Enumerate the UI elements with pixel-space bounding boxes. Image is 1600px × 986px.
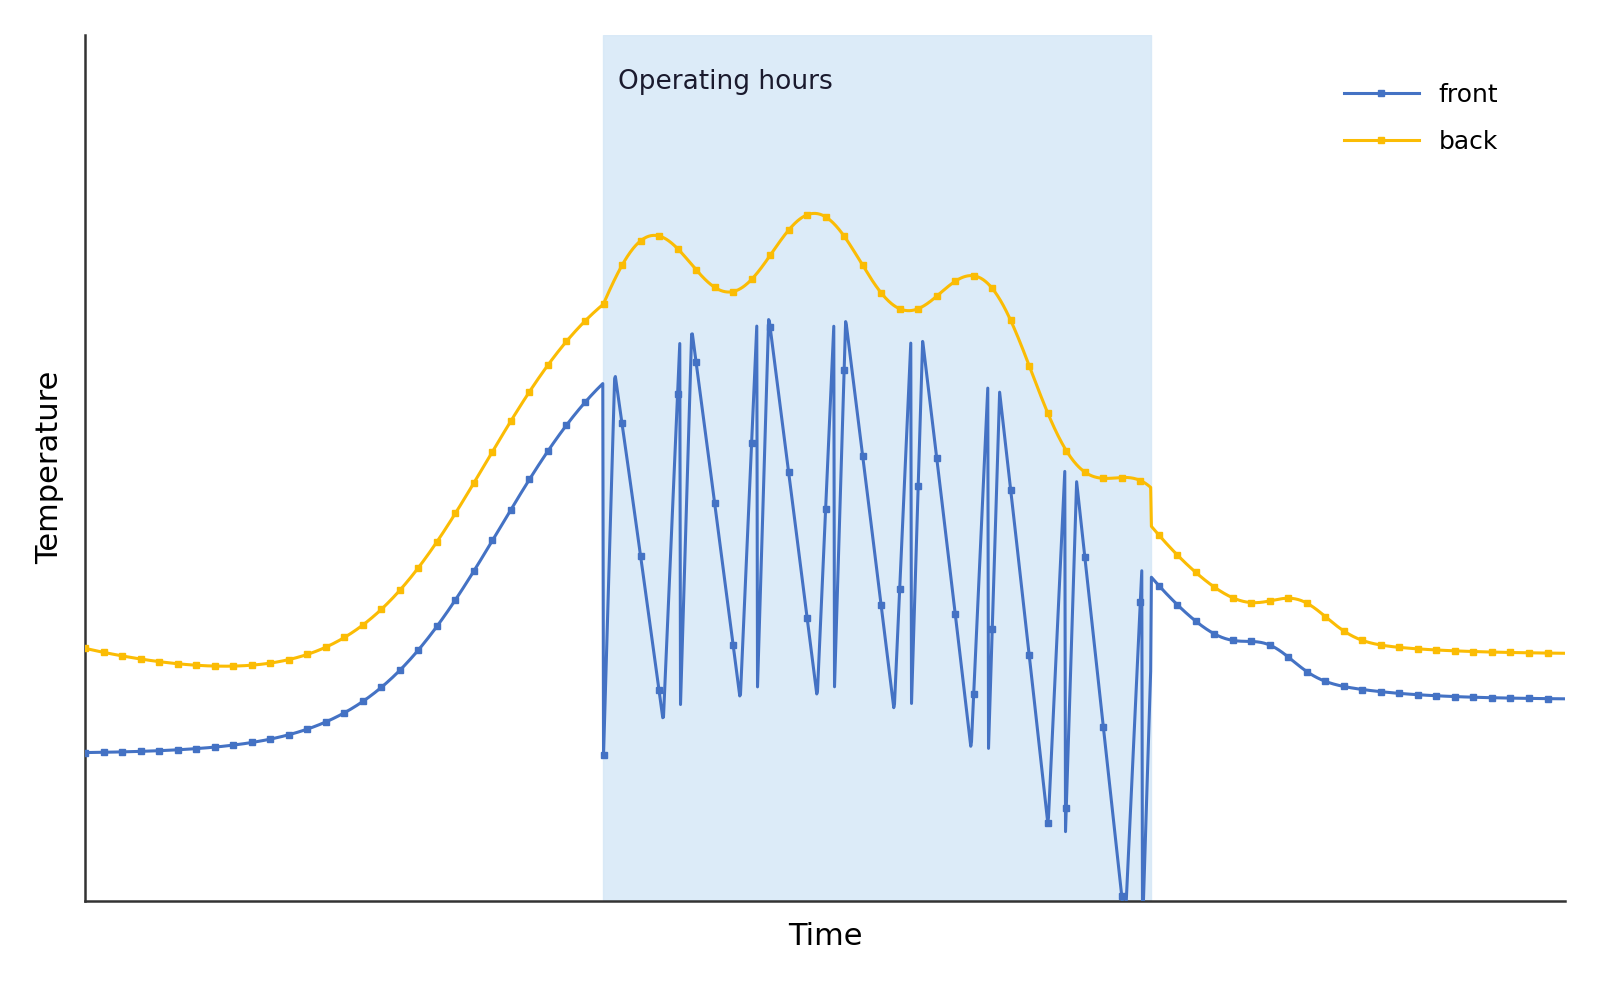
Y-axis label: Temperature: Temperature: [35, 371, 64, 564]
Bar: [603, 35, 1150, 901]
Text: Operating hours: Operating hours: [618, 69, 834, 96]
Legend: front, back: front, back: [1334, 73, 1509, 164]
X-axis label: Time: Time: [789, 922, 862, 951]
